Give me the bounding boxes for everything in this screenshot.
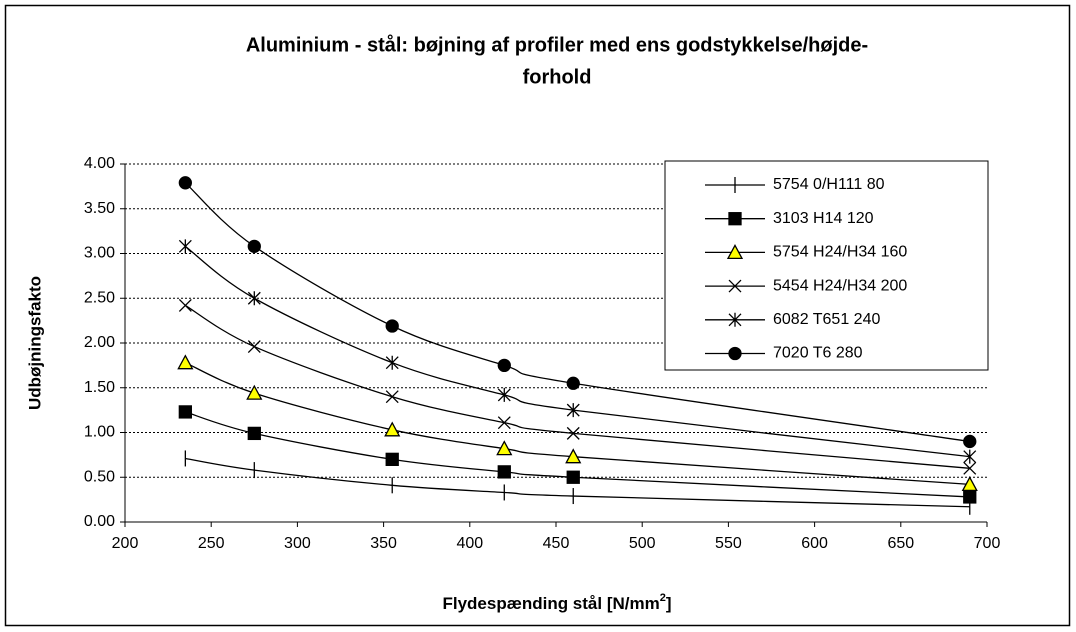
y-tick-label: 3.50 [84, 200, 115, 217]
x-axis-label: Flydespænding stål [N/mm2] [442, 592, 671, 614]
marker [497, 465, 511, 479]
y-tick-label: 2.50 [84, 289, 115, 306]
marker [247, 239, 261, 253]
x-tick-label: 200 [112, 535, 139, 552]
marker [178, 298, 192, 312]
marker [384, 421, 401, 437]
legend-marker [728, 212, 742, 226]
marker [246, 384, 263, 400]
marker [385, 390, 399, 404]
marker [566, 376, 580, 390]
x-tick-label: 600 [801, 535, 828, 552]
x-tick-label: 500 [629, 535, 656, 552]
marker [566, 470, 580, 484]
legend-label: 6082 T651 240 [773, 311, 880, 328]
y-axis-label: Udbøjningsfakto [25, 276, 44, 410]
marker [178, 176, 192, 190]
marker [565, 448, 582, 464]
x-tick-label: 250 [198, 535, 225, 552]
legend-label: 5754 0/H111 80 [773, 176, 885, 193]
x-tick-label: 550 [715, 535, 742, 552]
x-tick-label: 350 [370, 535, 397, 552]
y-tick-label: 1.50 [84, 379, 115, 396]
x-tick-label: 300 [284, 535, 311, 552]
marker [963, 461, 977, 475]
y-tick-label: 3.00 [84, 245, 115, 262]
chart-title: Aluminium - stål: bøjning af profiler me… [246, 33, 868, 56]
marker [566, 403, 580, 418]
legend-marker [726, 244, 744, 260]
x-tick-label: 400 [456, 535, 483, 552]
marker [385, 355, 399, 370]
marker [247, 291, 261, 306]
y-tick-label: 1.00 [84, 424, 115, 441]
y-tick-label: 0.50 [84, 468, 115, 485]
marker [385, 452, 399, 467]
marker [247, 340, 261, 354]
x-tick-label: 450 [543, 535, 570, 552]
marker [961, 476, 978, 492]
marker [496, 440, 513, 456]
marker [963, 434, 977, 449]
y-tick-label: 2.00 [84, 334, 115, 351]
y-tick-label: 0.00 [84, 513, 115, 530]
legend-box [664, 160, 989, 371]
legend-label: 5754 H24/H34 160 [773, 244, 907, 261]
legend-marker [728, 312, 742, 327]
marker [177, 354, 194, 370]
marker [385, 319, 399, 333]
marker [178, 405, 192, 419]
marker [497, 387, 511, 402]
legend-label: 7020 T6 280 [773, 345, 863, 362]
legend-label: 5454 H24/H34 200 [773, 277, 907, 294]
marker [497, 416, 511, 430]
marker [178, 239, 192, 254]
marker [963, 449, 977, 464]
legend-marker [728, 346, 742, 361]
legend-label: 3103 H14 120 [773, 210, 874, 227]
legend-marker [728, 279, 742, 293]
marker [566, 426, 580, 440]
x-tick-label: 700 [974, 535, 1001, 552]
marker [497, 358, 511, 373]
x-tick-label: 650 [887, 535, 914, 552]
marker [247, 426, 261, 441]
y-tick-label: 4.00 [84, 155, 115, 172]
marker [963, 490, 977, 504]
chart-title: forhold [523, 66, 592, 88]
